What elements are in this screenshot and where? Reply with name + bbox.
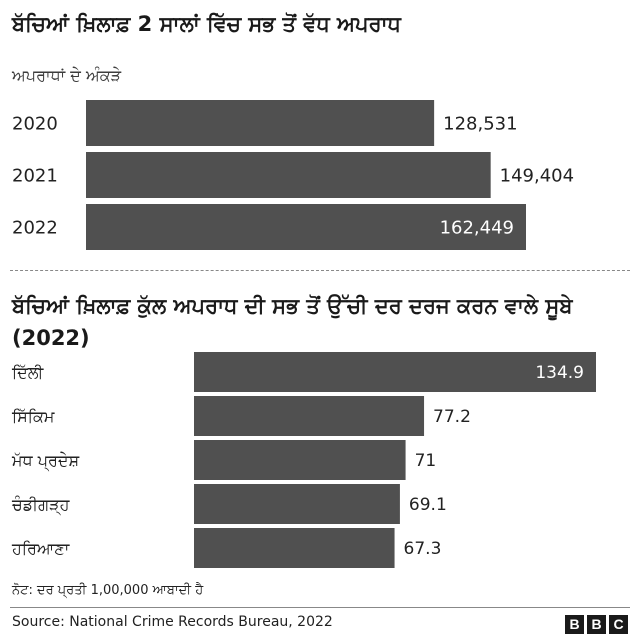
chart1-title: ਬੱਚਿਆਂ ਖ਼ਿਲਾਫ਼ 2 ਸਾਲਾਂ ਵਿੱਚ ਸਭ ਤੋਂ ਵੱਧ ਅ… bbox=[12, 12, 401, 36]
data-label: 162,449 bbox=[440, 217, 514, 238]
bar bbox=[86, 204, 526, 250]
category-label: ਮੱਧ ਪ੍ਰਦੇਸ਼ bbox=[11, 451, 80, 472]
bbc-logo-letter: B bbox=[565, 615, 584, 634]
data-label: 128,531 bbox=[443, 113, 517, 134]
category-label: ਹਰਿਆਣਾ bbox=[11, 539, 70, 558]
category-label: ਦਿੱਲੀ bbox=[11, 363, 45, 382]
bar bbox=[194, 352, 596, 392]
bar bbox=[194, 440, 406, 480]
data-label: 134.9 bbox=[535, 363, 584, 383]
bar bbox=[86, 100, 435, 146]
data-label: 149,404 bbox=[500, 165, 574, 186]
bar bbox=[194, 528, 395, 568]
footnote: ਨੋਟ: ਦਰ ਪ੍ਰਤੀ 1,00,000 ਆਬਾਦੀ ਹੈ bbox=[12, 583, 204, 598]
bbc-logo-letter: C bbox=[609, 615, 628, 634]
category-label: ਸਿੱਕਿਮ bbox=[11, 407, 55, 426]
category-label: 2021 bbox=[12, 165, 58, 186]
bar bbox=[194, 484, 400, 524]
category-label: 2022 bbox=[12, 217, 58, 238]
chart2-title: ਬੱਚਿਆਂ ਖ਼ਿਲਾਫ਼ ਕੁੱਲ ਅਪਰਾਧ ਦੀ ਸਭ ਤੋਂ ਉੱਚੀ… bbox=[12, 294, 573, 350]
section-divider bbox=[10, 270, 630, 271]
data-label: 71 bbox=[415, 451, 437, 471]
bar bbox=[194, 396, 425, 436]
data-label: 77.2 bbox=[433, 407, 471, 427]
category-label: ਚੰਡੀਗੜ੍ਹ bbox=[11, 495, 71, 516]
footer-divider bbox=[10, 607, 630, 608]
category-label: 2020 bbox=[12, 113, 58, 134]
bbc-logo-letter: B bbox=[587, 615, 606, 634]
data-label: 67.3 bbox=[404, 539, 442, 559]
chart1-subtitle: ਅਪਰਾਧਾਂ ਦੇ ਅੰਕੜੇ bbox=[12, 66, 122, 85]
source-text: Source: National Crime Records Bureau, 2… bbox=[12, 614, 333, 630]
bbc-logo: B B C bbox=[565, 615, 628, 634]
chart2-bar-chart: ਦਿੱਲੀ 134.9 ਸਿੱਕਿਮ 77.2 ਮੱਧ ਪ੍ਰਦੇਸ਼ 71 ਚੰਡੀਗੜ੍… bbox=[11, 352, 596, 568]
data-label: 69.1 bbox=[409, 495, 447, 515]
chart1-bar-chart: 2020 128,531 2021 149,404 2022 162,449 bbox=[12, 100, 574, 250]
bar bbox=[86, 152, 491, 198]
